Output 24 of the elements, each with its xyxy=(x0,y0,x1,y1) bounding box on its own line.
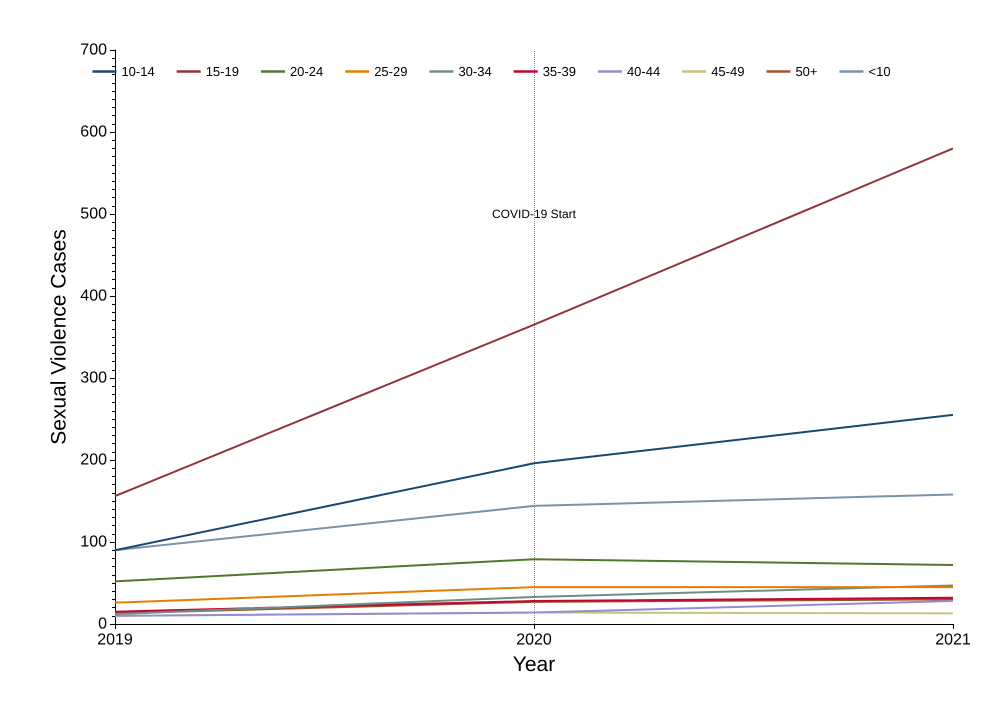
legend-label: 45-49 xyxy=(711,64,744,79)
legend-label: 30-34 xyxy=(458,64,492,79)
y-tick-label: 100 xyxy=(80,534,108,550)
y-tick-label: 600 xyxy=(80,124,108,140)
legend-label: 50+ xyxy=(795,64,818,79)
legend-label: <10 xyxy=(868,64,891,79)
annotation: COVID-19 Start xyxy=(492,207,577,221)
y-tick-label: 700 xyxy=(80,42,108,58)
legend-label: 15-19 xyxy=(206,64,239,79)
legend-label: 35-39 xyxy=(542,64,576,79)
x-tick-label: 2019 xyxy=(97,632,133,648)
x-axis-title: Year xyxy=(512,653,556,676)
y-tick-label: 0 xyxy=(98,616,108,632)
legend-label: 40-44 xyxy=(626,64,660,79)
x-tick-label: 2020 xyxy=(516,632,552,648)
y-tick-label: 300 xyxy=(80,370,108,386)
x-tick-label: 2021 xyxy=(935,632,971,648)
y-tick-label: 500 xyxy=(80,206,108,222)
y-tick-label: 200 xyxy=(80,452,108,468)
y-axis-title: Sexual Violence Cases xyxy=(47,229,70,445)
legend-label: 25-29 xyxy=(374,64,408,79)
legend-label: 20-24 xyxy=(290,64,324,79)
y-tick-label: 400 xyxy=(80,288,108,304)
legend-label: 10-14 xyxy=(121,64,155,79)
